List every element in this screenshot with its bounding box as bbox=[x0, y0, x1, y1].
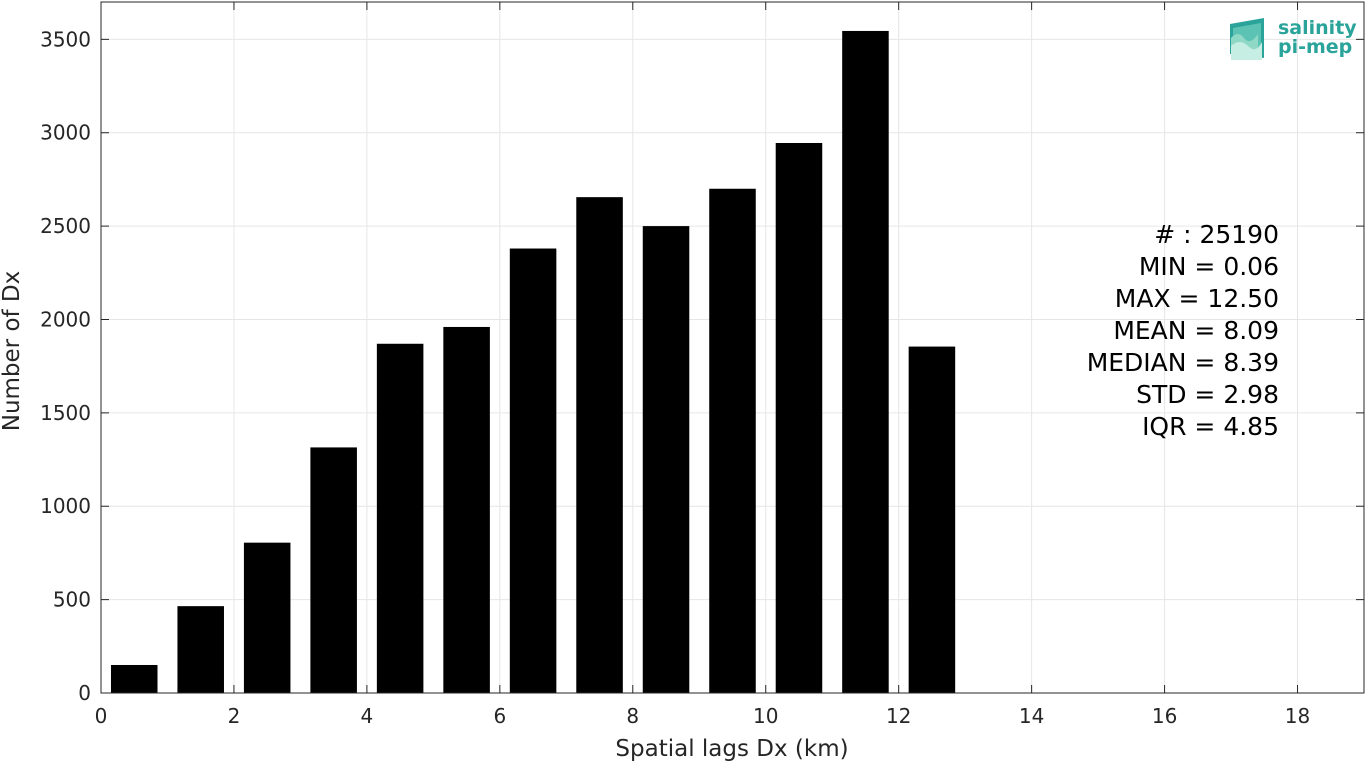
y-tick-labels: 0 500 1000 1500 2000 2500 3000 3500 bbox=[40, 27, 91, 705]
logo-text-pi-mep: pi-mep bbox=[1278, 36, 1352, 58]
bar bbox=[842, 30, 889, 693]
y-tick-label: 3000 bbox=[40, 121, 91, 145]
stats-line: STD = 2.98 bbox=[1136, 380, 1279, 409]
y-tick-label: 2500 bbox=[40, 214, 91, 238]
logo-text-salinity: salinity bbox=[1278, 17, 1357, 39]
axes-frame bbox=[100, 1, 1365, 694]
x-tick-label: 2 bbox=[228, 704, 241, 728]
bar bbox=[443, 326, 490, 693]
stats-line: MAX = 12.50 bbox=[1115, 284, 1279, 313]
y-axis-label: Number of Dx bbox=[0, 271, 25, 432]
x-tick-label: 6 bbox=[493, 704, 506, 728]
y-tick-label: 0 bbox=[78, 681, 91, 705]
stats-line: MEAN = 8.09 bbox=[1113, 316, 1279, 345]
x-tick-label: 16 bbox=[1152, 704, 1177, 728]
salinity-pi-mep-logo: salinity pi-mep bbox=[1230, 17, 1357, 60]
bar bbox=[310, 447, 357, 693]
bar bbox=[110, 664, 158, 693]
bars-group bbox=[110, 30, 956, 694]
y-tick-label: 2000 bbox=[40, 307, 91, 331]
bar bbox=[509, 248, 557, 693]
x-tick-label: 8 bbox=[626, 704, 639, 728]
bar bbox=[908, 346, 956, 693]
y-tick-label: 1500 bbox=[40, 401, 91, 425]
x-axis-label: Spatial lags Dx (km) bbox=[615, 736, 848, 762]
stats-annotation: # : 25190 MIN = 0.06 MAX = 12.50 MEAN = 8.0… bbox=[1087, 220, 1279, 441]
stats-line: MEDIAN = 8.39 bbox=[1087, 348, 1279, 377]
wave-logo-icon bbox=[1230, 18, 1264, 60]
bar bbox=[243, 542, 291, 693]
bar bbox=[376, 343, 424, 693]
x-tick-label: 4 bbox=[361, 704, 374, 728]
stats-line: MIN = 0.06 bbox=[1139, 252, 1279, 281]
x-tick-label: 10 bbox=[753, 704, 778, 728]
bar bbox=[642, 226, 690, 694]
bar bbox=[775, 143, 823, 694]
x-tick-labels: 0 2 4 6 8 10 12 14 16 18 bbox=[95, 704, 1311, 728]
y-tick-label: 3500 bbox=[40, 27, 91, 51]
axes-box bbox=[100, 1, 1365, 694]
stats-line: # : 25190 bbox=[1154, 220, 1279, 249]
stats-line: IQR = 4.85 bbox=[1142, 412, 1279, 441]
bar bbox=[709, 188, 756, 693]
x-tick-label: 12 bbox=[886, 704, 911, 728]
y-tick-label: 500 bbox=[53, 588, 91, 612]
x-tick-label: 14 bbox=[1019, 704, 1044, 728]
x-tick-label: 18 bbox=[1285, 704, 1310, 728]
y-tick-label: 1000 bbox=[40, 494, 91, 518]
bar bbox=[177, 606, 224, 693]
bar bbox=[576, 197, 623, 693]
x-tick-label: 0 bbox=[95, 704, 108, 728]
